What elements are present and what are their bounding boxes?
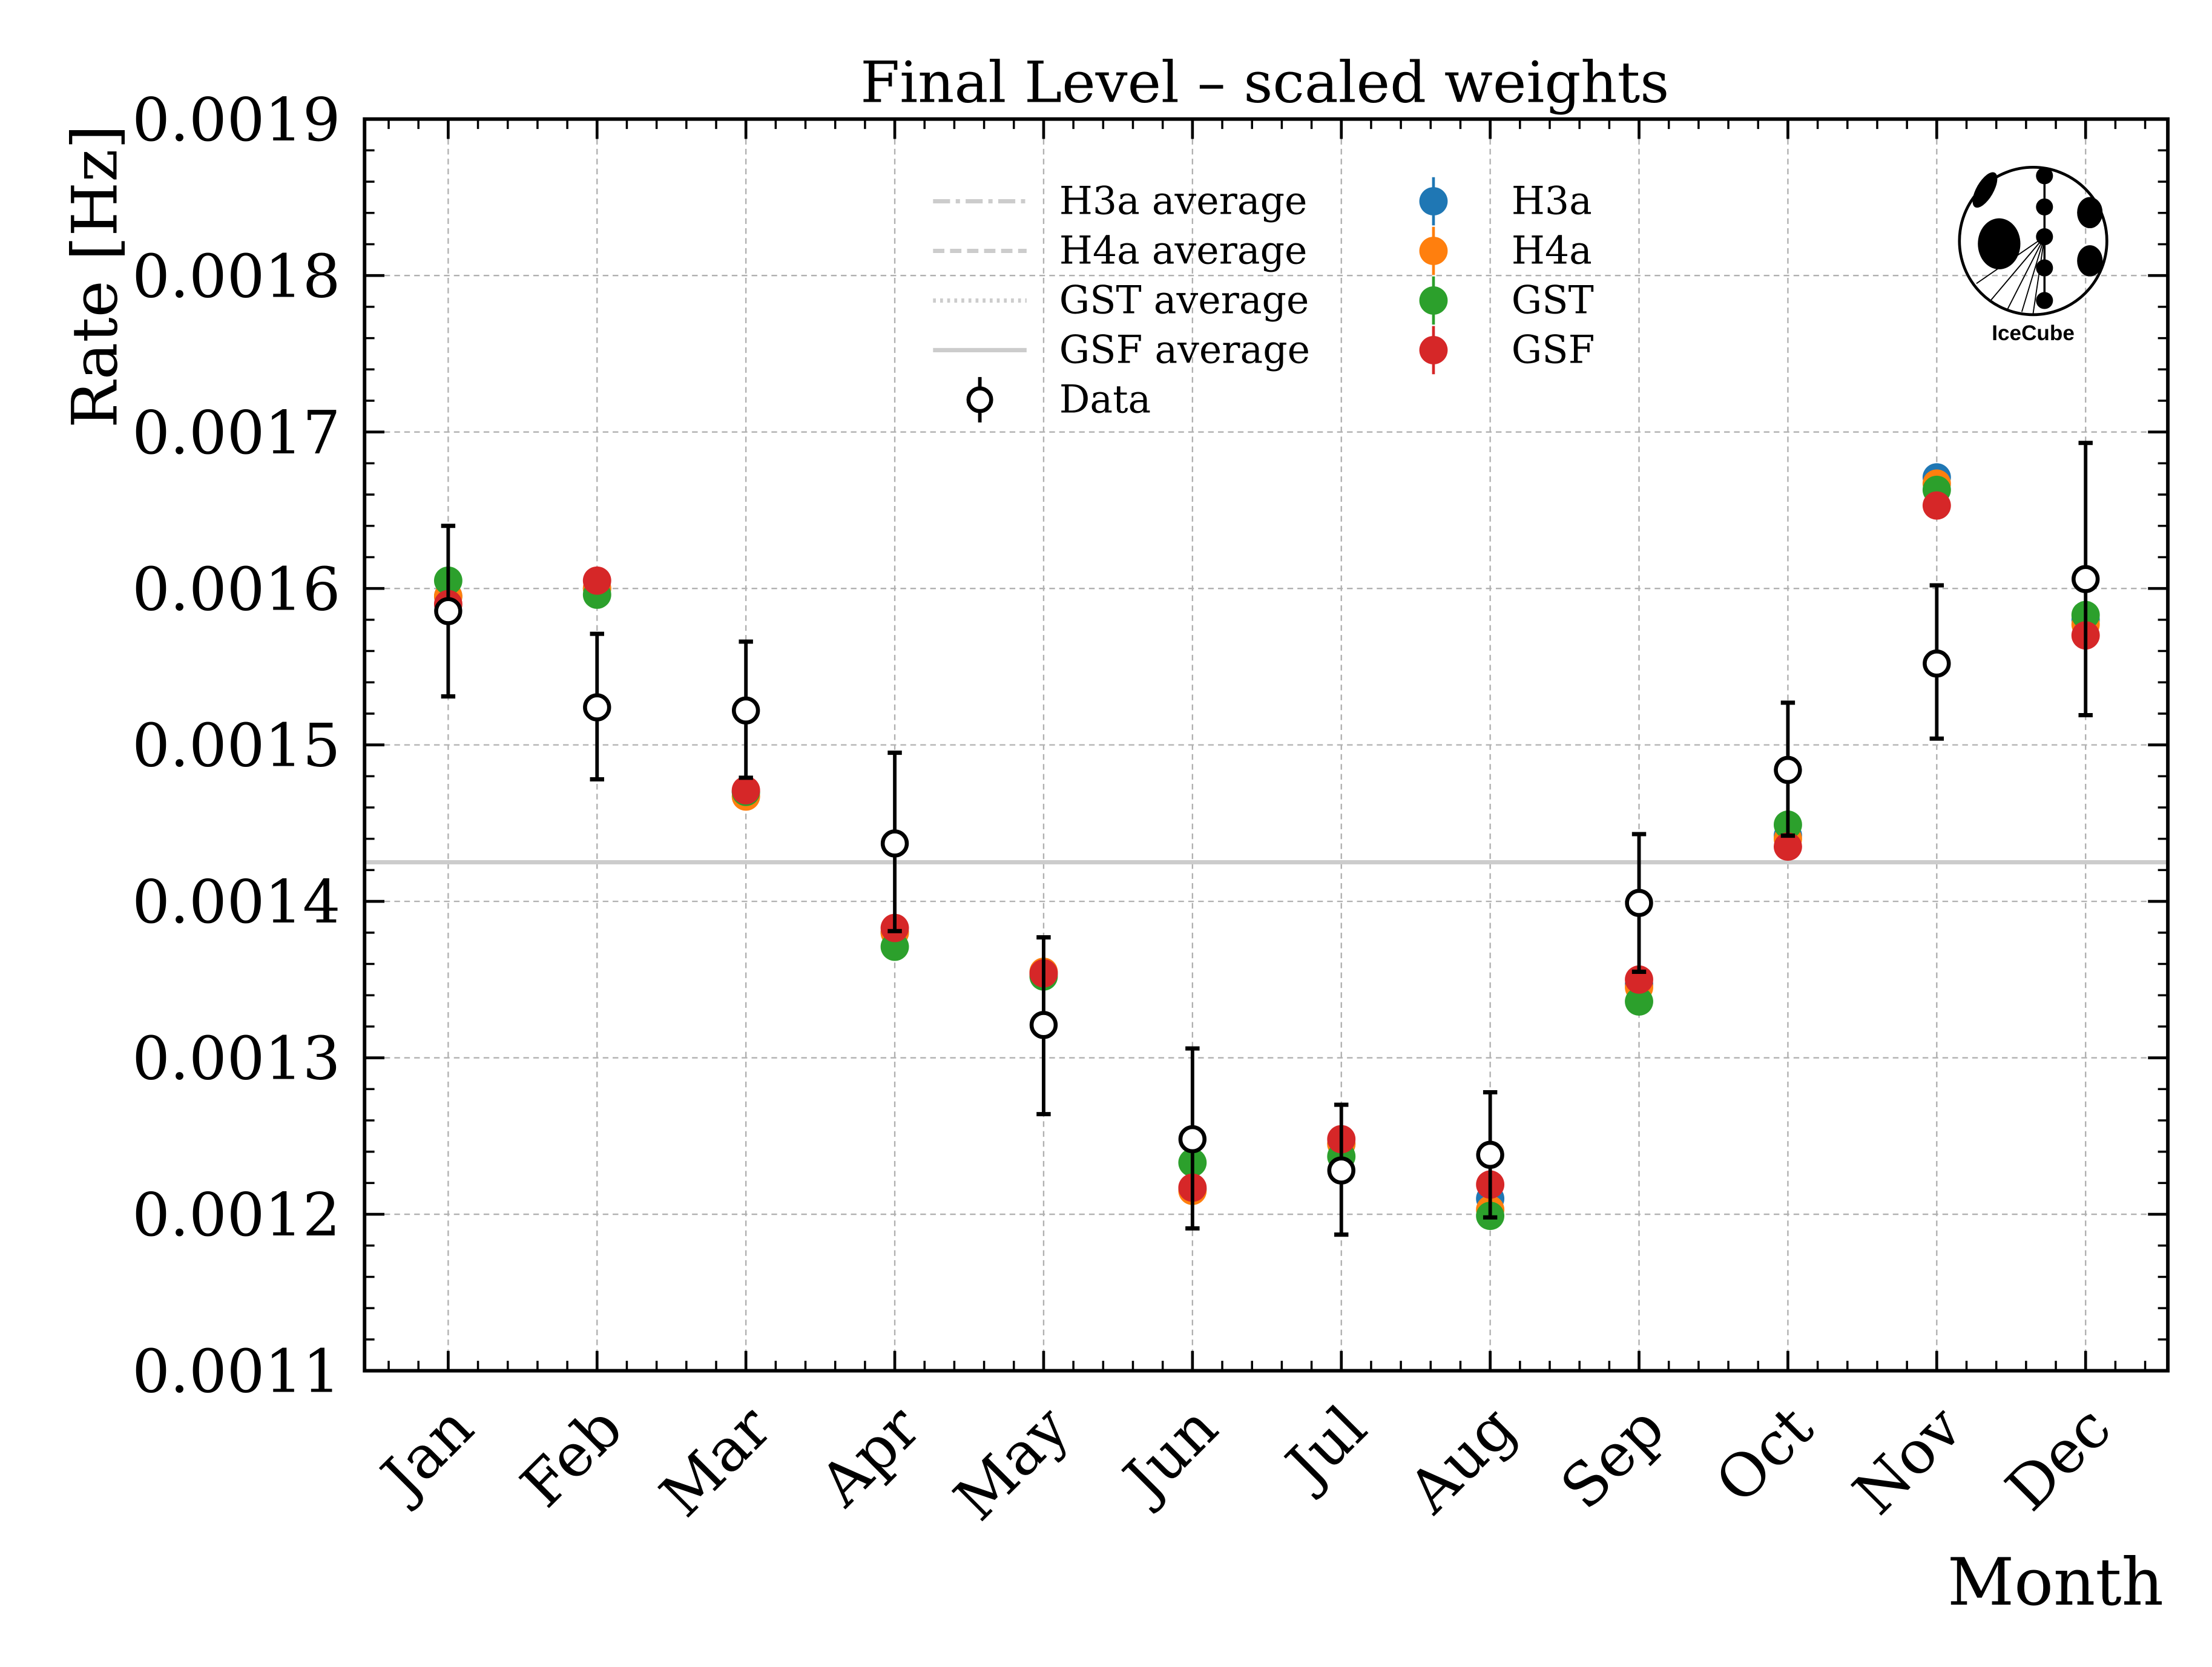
- legend-label: GST: [1512, 278, 1594, 323]
- y-tick-label: 0.0016: [132, 555, 340, 624]
- data-point: [434, 597, 462, 625]
- data-point: [1178, 1125, 1207, 1154]
- legend-marker-h3a: [1419, 187, 1448, 215]
- plot-frame: [363, 117, 2170, 1373]
- y-tick-label: 0.0017: [132, 399, 340, 468]
- legend-label: H4a average: [1059, 228, 1308, 273]
- data-point: [1774, 755, 1802, 784]
- x-tick-label: Jan: [365, 1393, 487, 1515]
- marker-gsf: [1922, 491, 1951, 520]
- y-tick-label: 0.0014: [132, 868, 340, 937]
- x-tick-label: Dec: [1993, 1393, 2124, 1524]
- y-tick-label: 0.0011: [132, 1338, 340, 1407]
- data-point: [880, 829, 909, 858]
- data-point: [583, 693, 611, 722]
- x-tick-label: Oct: [1703, 1393, 1827, 1517]
- x-tick-label: Sep: [1548, 1393, 1677, 1523]
- chart-title: Final Level – scaled weights: [860, 50, 1669, 116]
- data-point: [1476, 1140, 1504, 1169]
- data-point: [1625, 889, 1653, 917]
- x-tick-label: Jun: [1107, 1393, 1231, 1517]
- y-tick-label: 0.0013: [132, 1025, 340, 1094]
- legend-label: H3a average: [1059, 179, 1308, 223]
- y-tick-label: 0.0012: [132, 1181, 340, 1250]
- legend-data-marker: [966, 386, 993, 413]
- legend-label: GST average: [1059, 278, 1309, 323]
- logo-text: IceCube: [1992, 321, 2075, 345]
- legend-marker-gsf: [1419, 336, 1448, 364]
- legend-marker-h4a: [1419, 237, 1448, 265]
- data-point: [2072, 565, 2100, 593]
- y-tick-label: 0.0019: [132, 86, 340, 155]
- data-marks: [433, 441, 2100, 1237]
- legend-label: GSF: [1512, 327, 1595, 372]
- x-tick-label: Mar: [647, 1393, 785, 1530]
- legend-label: GSF average: [1059, 327, 1310, 372]
- x-tick-label: May: [941, 1393, 1082, 1534]
- x-tick-label: Aug: [1395, 1393, 1529, 1527]
- data-point: [1923, 649, 1951, 678]
- x-axis-label: Month: [1947, 1545, 2164, 1620]
- legend-marker-gst: [1419, 286, 1448, 315]
- x-tick-label: Jul: [1270, 1393, 1380, 1504]
- y-tick-label: 0.0018: [132, 242, 340, 311]
- y-tick-label: 0.0015: [132, 712, 340, 781]
- legend-label: H3a: [1512, 179, 1592, 223]
- x-tick-label: Feb: [508, 1393, 636, 1521]
- y-axis-label: Rate [Hz]: [59, 125, 131, 428]
- data-point: [731, 696, 760, 725]
- data-point: [1327, 1156, 1355, 1185]
- marker-gsf: [582, 566, 611, 595]
- legend-label: Data: [1059, 376, 1151, 421]
- legend-label: H4a: [1512, 228, 1592, 273]
- data-point: [1029, 1011, 1058, 1039]
- marker-gst: [1625, 987, 1653, 1016]
- x-tick-label: Apr: [807, 1393, 934, 1520]
- marker-gsf: [1774, 832, 1802, 861]
- marker-gsf: [731, 776, 760, 805]
- x-tick-label: Nov: [1841, 1393, 1976, 1528]
- icecube-logo: IceCube: [1958, 165, 2108, 345]
